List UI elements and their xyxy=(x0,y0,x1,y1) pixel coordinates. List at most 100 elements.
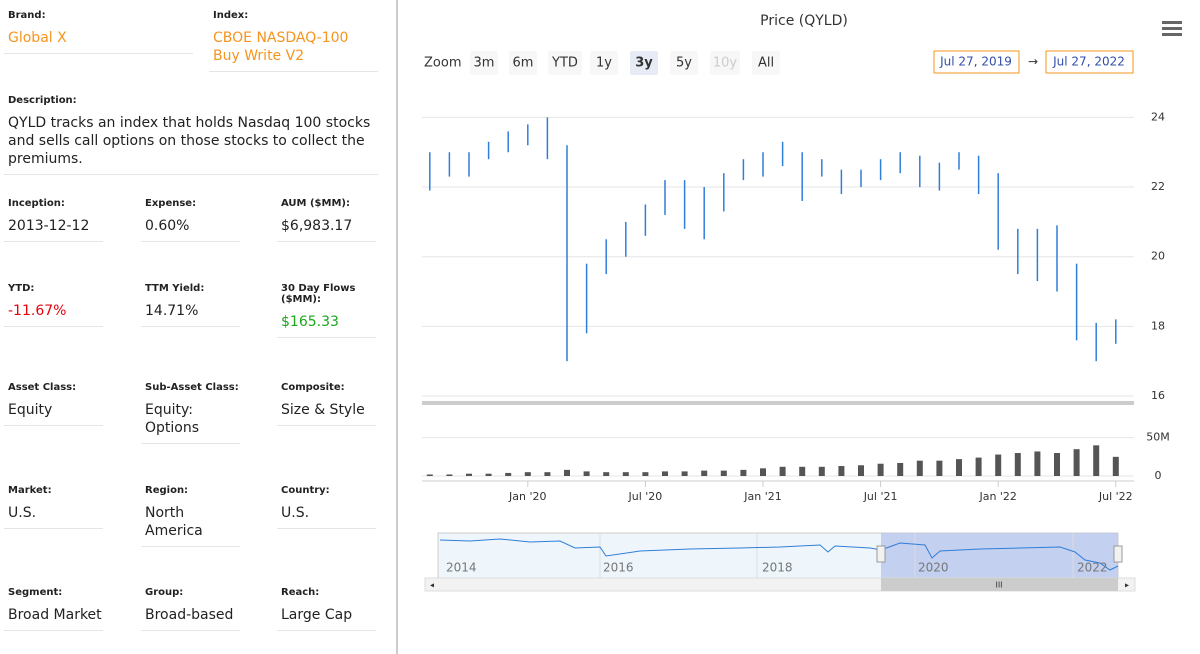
x-tick-label: Jul '22 xyxy=(1098,490,1133,503)
field-value: $6,983.17 xyxy=(281,218,353,234)
range-button-label[interactable]: 10y xyxy=(713,56,738,71)
y-tick-label: 24 xyxy=(1151,110,1165,123)
y-tick-label: 18 xyxy=(1151,319,1165,332)
field-label: TTM Yield: xyxy=(145,283,205,294)
x-tick-label: Jan '21 xyxy=(743,490,781,503)
range-button[interactable] xyxy=(670,51,698,75)
field-value: Size & Style xyxy=(281,402,365,418)
range-button-label[interactable]: 6m xyxy=(513,56,534,71)
menu-icon[interactable] xyxy=(1162,21,1182,36)
field-value: North America xyxy=(145,505,203,539)
field: Segment: Broad Market xyxy=(4,587,103,631)
volume-bar xyxy=(799,466,806,476)
field-label: Country: xyxy=(281,485,330,496)
date-from[interactable]: Jul 27, 2019 xyxy=(939,55,1012,69)
volume-bar xyxy=(1014,453,1021,476)
field-label: Sub-Asset Class: xyxy=(145,382,239,393)
field: Brand: Global X xyxy=(4,10,193,54)
field: Market: U.S. xyxy=(4,485,103,529)
field-label: Asset Class: xyxy=(8,382,77,393)
field-value: Broad Market xyxy=(8,607,102,623)
field: 30 Day Flows ($MM): $165.33 xyxy=(277,283,376,338)
field-value: CBOE NASDAQ-100 Buy Write V2 xyxy=(213,30,349,64)
volume-bar xyxy=(524,472,531,476)
date-input[interactable] xyxy=(933,50,1020,74)
range-button-label[interactable]: 3y xyxy=(635,56,653,71)
range-button-label[interactable]: 3m xyxy=(474,56,495,71)
pane-separator xyxy=(422,401,1134,405)
range-button[interactable] xyxy=(509,51,537,75)
field-label: Description: xyxy=(8,95,77,106)
field: YTD: -11.67% xyxy=(4,283,103,327)
volume-bar xyxy=(583,471,590,476)
range-button[interactable] xyxy=(630,51,658,75)
svg-text:▸: ▸ xyxy=(1125,581,1129,590)
info-panel: Brand: Global X Index: CBOE NASDAQ-100 Buy … xyxy=(0,0,398,654)
range-button[interactable] xyxy=(752,51,780,75)
field: Group: Broad-based xyxy=(141,587,240,631)
field-label: Expense: xyxy=(145,198,197,209)
field-value: Equity xyxy=(8,402,53,418)
field-value: Large Cap xyxy=(281,607,353,623)
volume-bar xyxy=(720,470,727,476)
field-value: 2013-12-12 xyxy=(8,218,90,234)
volume-bar xyxy=(662,471,668,476)
x-tick-label: Jul '20 xyxy=(628,490,663,503)
volume-bar xyxy=(603,472,610,476)
volume-bar xyxy=(1054,453,1060,476)
range-button-label[interactable]: 5y xyxy=(676,56,692,71)
volume-bar xyxy=(975,457,982,476)
field-label: Market: xyxy=(8,485,52,496)
range-button-label[interactable]: 1y xyxy=(596,56,612,71)
navigator-year: 2020 xyxy=(918,561,949,575)
volume-bar xyxy=(485,473,492,476)
volume-bar xyxy=(505,472,512,476)
field-label: YTD: xyxy=(8,283,35,294)
x-tick-label: Jan '20 xyxy=(508,490,546,503)
date-to[interactable]: Jul 27, 2022 xyxy=(1052,55,1125,69)
range-button[interactable] xyxy=(710,51,740,75)
svg-text:◂: ◂ xyxy=(430,581,434,590)
volume-bar xyxy=(701,470,708,476)
field-label: Region: xyxy=(145,485,189,496)
field-label: Reach: xyxy=(281,587,320,598)
zoom-label: Zoom xyxy=(424,56,461,71)
volume-bar xyxy=(466,473,472,476)
range-button[interactable] xyxy=(470,51,498,75)
navigator-year: 2014 xyxy=(446,561,477,575)
field-value: Equity: Options xyxy=(145,402,200,436)
navigator-year: 2018 xyxy=(762,561,793,575)
range-button[interactable] xyxy=(590,51,618,75)
x-tick-label: Jul '21 xyxy=(863,490,898,503)
volume-bar xyxy=(1034,451,1041,476)
volume-bar xyxy=(622,472,629,476)
field: Index: CBOE NASDAQ-100 Buy Write V2 xyxy=(209,10,378,72)
field: Expense: 0.60% xyxy=(141,198,240,242)
volume-bar xyxy=(838,466,845,476)
range-button-label[interactable]: YTD xyxy=(551,56,578,71)
field-value: $165.33 xyxy=(281,314,339,330)
field: Inception: 2013-12-12 xyxy=(4,198,103,242)
y-tick-label: 16 xyxy=(1151,389,1165,402)
field-label: Composite: xyxy=(281,382,345,393)
range-button[interactable] xyxy=(548,51,582,75)
date-input[interactable] xyxy=(1045,50,1134,74)
field: Description: QYLD tracks an index that ho… xyxy=(4,95,378,175)
volume-bar xyxy=(897,462,904,476)
field-value: U.S. xyxy=(281,505,310,521)
volume-bar xyxy=(740,469,747,476)
field: Region: North America xyxy=(141,485,240,547)
range-button-label[interactable]: All xyxy=(758,56,774,71)
chart-title: Price (QYLD) xyxy=(760,13,848,29)
navigator-year: 2022 xyxy=(1077,561,1108,575)
volume-bar xyxy=(1093,445,1100,476)
date-separator: → xyxy=(1028,55,1038,69)
volume-bar xyxy=(936,460,943,476)
volume-bar xyxy=(995,454,1002,476)
field-label: Segment: xyxy=(8,587,63,598)
x-tick-label: Jan '22 xyxy=(978,490,1016,503)
volume-bar xyxy=(877,463,884,476)
field-value: Broad-based xyxy=(145,607,234,623)
